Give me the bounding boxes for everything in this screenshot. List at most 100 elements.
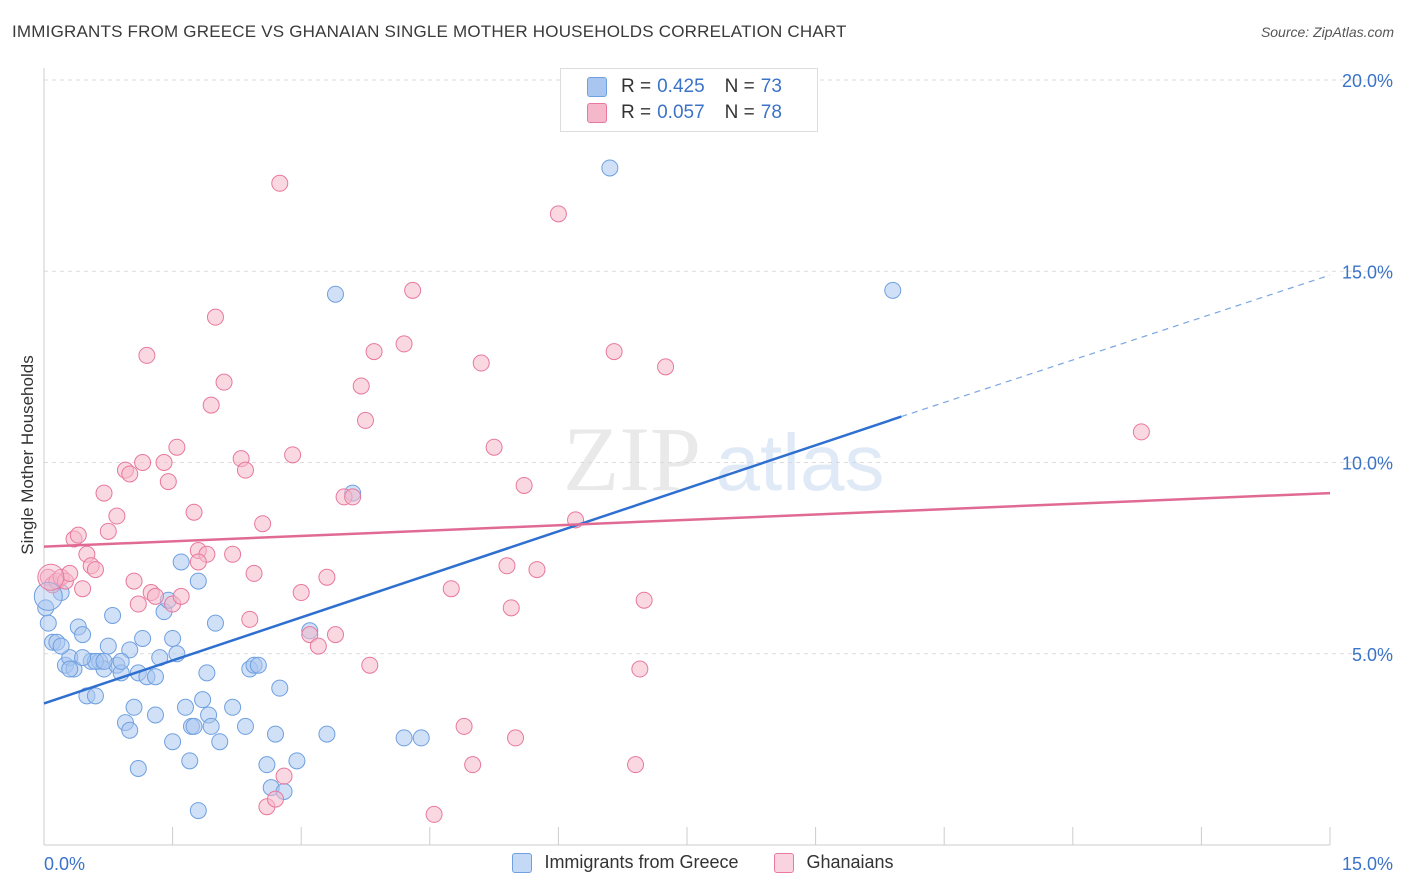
point-greece — [146, 668, 164, 686]
point-greece — [99, 637, 117, 655]
point-ghanaians — [326, 626, 344, 644]
point-ghanaians — [189, 553, 207, 571]
point-ghanaians — [284, 446, 302, 464]
legend-swatch-ghanaians — [774, 852, 795, 873]
point-greece — [185, 717, 203, 735]
chart-title: IMMIGRANTS FROM GREECE VS GHANAIAN SINGL… — [12, 22, 847, 41]
point-ghanaians — [344, 488, 362, 506]
point-ghanaians — [86, 561, 104, 579]
legend-label-ghanaians: Ghanaians — [806, 852, 894, 872]
point-ghanaians — [185, 503, 203, 521]
x-tick-label: 0.0% — [44, 854, 85, 874]
point-ghanaians — [224, 545, 242, 563]
point-greece — [198, 664, 216, 682]
point-ghanaians — [69, 526, 87, 544]
y-tick-label: 15.0% — [1342, 262, 1393, 282]
point-ghanaians — [146, 587, 164, 605]
point-greece — [266, 725, 284, 743]
point-ghanaians — [155, 454, 173, 471]
trend-line-greece — [43, 415, 902, 705]
point-greece — [189, 572, 207, 590]
trend-line-greece-extension — [901, 274, 1331, 418]
correlation-legend: R = 0.425 N = 73 R = 0.057 N = 78 — [560, 68, 818, 132]
legend-n-value: 73 — [760, 76, 782, 97]
y-tick-label: 20.0% — [1342, 71, 1393, 91]
tick-labels: 5.0% 10.0% 15.0% 20.0% 0.0% 15.0% — [44, 71, 1393, 874]
legend-n-label: N = — [724, 76, 755, 97]
legend-row-greece: R = 0.425 N = 73 — [587, 75, 782, 99]
legend-row-ghanaians: R = 0.057 N = 78 — [587, 101, 782, 125]
point-ghanaians — [502, 599, 520, 617]
y-tick-label: 5.0% — [1352, 645, 1393, 665]
point-greece — [189, 802, 207, 820]
x-tick-label: 15.0% — [1342, 854, 1393, 874]
y-tick-label: 10.0% — [1342, 454, 1393, 474]
point-greece — [172, 553, 190, 571]
point-ghanaians — [241, 610, 259, 628]
legend-swatch-greece — [512, 852, 533, 873]
y-axis-label: Single Mother Households — [18, 355, 37, 555]
point-greece — [125, 698, 143, 716]
legend-swatch-ghanaians — [587, 103, 607, 123]
trend-lines — [43, 274, 1331, 705]
point-ghanaians — [266, 790, 284, 808]
point-ghanaians — [254, 515, 272, 533]
point-ghanaians — [404, 281, 422, 299]
point-greece — [236, 717, 254, 735]
point-ghanaians — [159, 473, 177, 491]
point-ghanaians — [635, 591, 653, 609]
point-ghanaians — [605, 343, 623, 361]
trend-line-ghanaians — [43, 491, 1331, 548]
point-greece — [104, 607, 122, 624]
point-greece — [74, 649, 92, 667]
point-greece — [412, 729, 430, 747]
point-greece — [39, 614, 57, 632]
point-ghanaians — [352, 377, 370, 395]
legend-r-value: 0.057 — [657, 102, 705, 123]
point-greece — [164, 733, 182, 751]
legend-swatch-greece — [587, 77, 607, 97]
point-ghanaians — [138, 346, 156, 364]
point-ghanaians — [301, 626, 319, 644]
point-greece — [249, 656, 267, 674]
point-greece — [271, 679, 289, 697]
point-ghanaians — [271, 174, 289, 192]
point-greece — [194, 691, 212, 709]
watermark-zip: ZIP — [563, 408, 701, 510]
point-ghanaians — [292, 584, 310, 602]
point-ghanaians — [125, 572, 143, 590]
point-greece — [134, 629, 152, 647]
point-ghanaians — [472, 354, 490, 372]
point-greece — [176, 698, 194, 716]
point-ghanaians — [464, 756, 482, 774]
point-ghanaians — [442, 580, 460, 598]
point-ghanaians — [528, 561, 546, 579]
point-greece — [121, 721, 139, 739]
axes — [43, 68, 1331, 846]
point-ghanaians — [206, 308, 224, 326]
point-greece — [74, 626, 92, 644]
point-ghanaians — [549, 205, 567, 223]
point-ghanaians — [275, 767, 293, 785]
point-greece — [601, 159, 619, 177]
grid-lines — [44, 79, 1395, 655]
point-ghanaians — [129, 595, 147, 613]
point-greece — [52, 637, 70, 655]
point-greece — [884, 281, 902, 299]
point-ghanaians — [627, 756, 645, 774]
point-greece — [211, 733, 229, 751]
point-greece — [224, 698, 242, 716]
point-greece — [164, 629, 182, 647]
point-ghanaians — [95, 484, 113, 502]
point-ghanaians — [455, 717, 473, 735]
point-ghanaians — [99, 522, 117, 540]
point-ghanaians — [395, 335, 413, 353]
point-ghanaians — [657, 358, 675, 376]
point-greece — [202, 717, 220, 735]
point-greece — [95, 652, 113, 670]
point-greece — [288, 752, 306, 770]
point-ghanaians — [37, 563, 65, 591]
point-ghanaians — [485, 438, 503, 456]
point-ghanaians — [202, 396, 220, 414]
legend-r-label: R = — [621, 76, 652, 97]
